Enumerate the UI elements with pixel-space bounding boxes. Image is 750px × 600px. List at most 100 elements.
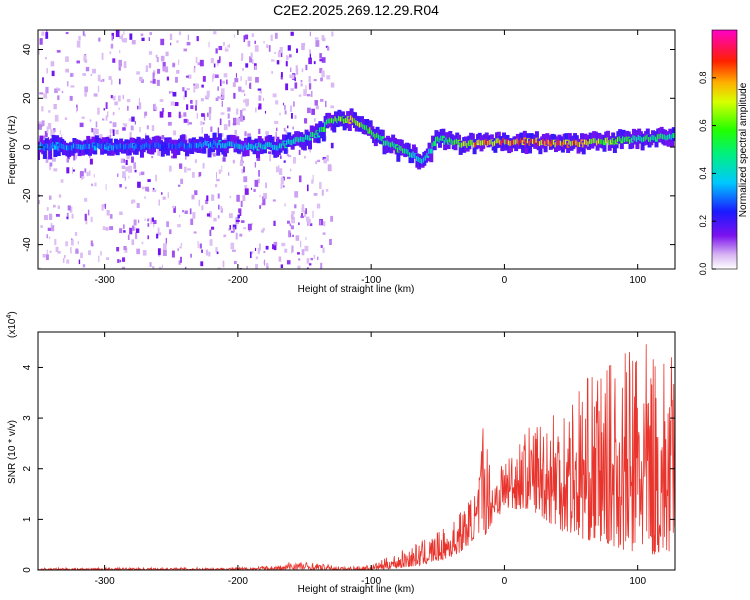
spectrogram-cell <box>268 151 272 154</box>
spectrogram-cell <box>188 151 191 157</box>
spectrogram-cell <box>297 252 300 255</box>
spectrogram-cell <box>295 235 300 241</box>
snr-y-tick-label: 0 <box>22 567 33 573</box>
spectrogram-x-label: Height of straight line (km) <box>298 284 415 295</box>
spectrogram-cell <box>247 223 252 231</box>
spectrogram-cell <box>131 199 136 203</box>
spectrogram-cell <box>48 143 53 160</box>
spectrogram-cell <box>123 224 125 229</box>
spectrogram-cell <box>151 156 154 159</box>
spectrogram-cell <box>168 91 171 94</box>
spectrogram-cell <box>148 51 153 55</box>
spectrogram-cell <box>66 167 70 174</box>
spectrogram-cell <box>82 73 87 76</box>
spectrogram-cell <box>298 258 301 261</box>
spectrogram-cell <box>144 111 148 116</box>
spectrogram-cell <box>97 74 101 82</box>
spectrogram-cell <box>288 230 291 238</box>
spectrogram-cell <box>232 82 236 87</box>
spectrogram-cell <box>86 172 89 177</box>
spectrogram-cell <box>79 171 84 178</box>
spectrogram-x-tick-label: -100 <box>361 275 381 286</box>
spectrogram-cell <box>129 33 133 40</box>
spectrogram-cell <box>244 188 249 195</box>
spectrogram-cell <box>346 111 351 122</box>
snr-multiplier-close: ) <box>7 311 18 314</box>
spectrogram-cell <box>289 74 292 79</box>
spectrogram-cell <box>213 63 216 68</box>
spectrogram-cell <box>171 250 175 258</box>
spectrogram-cell <box>306 258 310 264</box>
spectrogram-cell <box>76 40 81 48</box>
spectrogram-cell <box>62 258 65 263</box>
spectrogram-cell <box>151 125 155 132</box>
spectrogram-cell <box>47 122 52 130</box>
spectrogram-cell <box>117 173 119 177</box>
spectrogram-cell <box>214 74 219 78</box>
spectrogram-cell <box>271 70 273 74</box>
spectrogram-cell <box>184 210 188 214</box>
spectrogram-cell <box>250 187 253 190</box>
spectrogram-cell <box>99 134 103 140</box>
spectrogram-cell <box>311 108 315 115</box>
spectrogram-cell <box>330 82 335 88</box>
spectrogram-cell <box>49 162 53 167</box>
spectrogram-cell <box>290 67 292 73</box>
spectrogram-cell <box>242 68 244 71</box>
spectrogram-cell <box>201 205 204 211</box>
spectrogram-cell <box>89 158 93 165</box>
snr-line <box>38 344 675 570</box>
spectrogram-cell <box>298 175 302 183</box>
spectrogram-cell <box>249 82 252 90</box>
spectrogram-cell <box>219 118 222 126</box>
spectrogram-cell <box>167 111 172 118</box>
spectrogram-cell <box>87 209 90 216</box>
spectrogram-cell <box>201 113 205 117</box>
spectrogram-cell <box>256 156 261 161</box>
spectrogram-cell <box>309 53 311 60</box>
spectrogram-cell <box>115 129 119 135</box>
spectrogram-cell <box>291 247 293 254</box>
spectrogram-cell <box>201 249 203 253</box>
spectrogram-cell <box>247 76 252 81</box>
spectrogram-cell <box>261 229 264 233</box>
spectrogram-cell <box>227 107 231 112</box>
spectrogram-cell <box>258 95 262 101</box>
spectrogram-cell <box>254 40 257 44</box>
spectrogram-cell <box>105 184 107 191</box>
spectrogram-cell <box>189 208 192 215</box>
spectrogram-cell <box>150 218 153 225</box>
spectrogram-cell <box>203 115 206 121</box>
spectrogram-cell <box>38 124 42 130</box>
spectrogram-cell <box>92 128 97 135</box>
spectrogram-cell <box>223 41 225 46</box>
spectrogram-cell <box>47 227 51 231</box>
spectrogram-cell <box>122 171 126 179</box>
spectrogram-cell <box>131 239 135 246</box>
spectrogram-cell <box>283 127 286 132</box>
spectrogram-cell <box>133 162 137 169</box>
spectrogram-cell <box>307 107 311 114</box>
spectrogram-cell <box>291 211 295 215</box>
spectrogram-cell <box>54 238 57 246</box>
spectrogram-cell <box>228 228 231 231</box>
spectrogram-cell <box>251 33 255 37</box>
spectrogram-cell <box>168 229 172 235</box>
spectrogram-cell <box>300 215 304 219</box>
spectrogram-cell <box>146 125 149 130</box>
spectrogram-cell <box>122 95 125 100</box>
spectrogram-cell <box>286 260 291 265</box>
spectrogram-cell <box>272 199 276 202</box>
spectrogram-cell <box>154 103 156 110</box>
spectrogram-cell <box>264 110 267 114</box>
spectrogram-cell <box>300 80 303 83</box>
spectrogram-cell <box>291 216 295 224</box>
spectrogram-cell <box>381 136 385 142</box>
spectrogram-cell <box>195 56 198 63</box>
spectrogram-y-tick-label: -20 <box>22 188 33 203</box>
spectrogram-cell <box>265 263 269 269</box>
spectrogram-cell <box>250 52 253 59</box>
spectrogram-cell <box>126 99 131 103</box>
spectrogram-cell <box>46 207 49 211</box>
spectrogram-cell <box>134 169 137 173</box>
